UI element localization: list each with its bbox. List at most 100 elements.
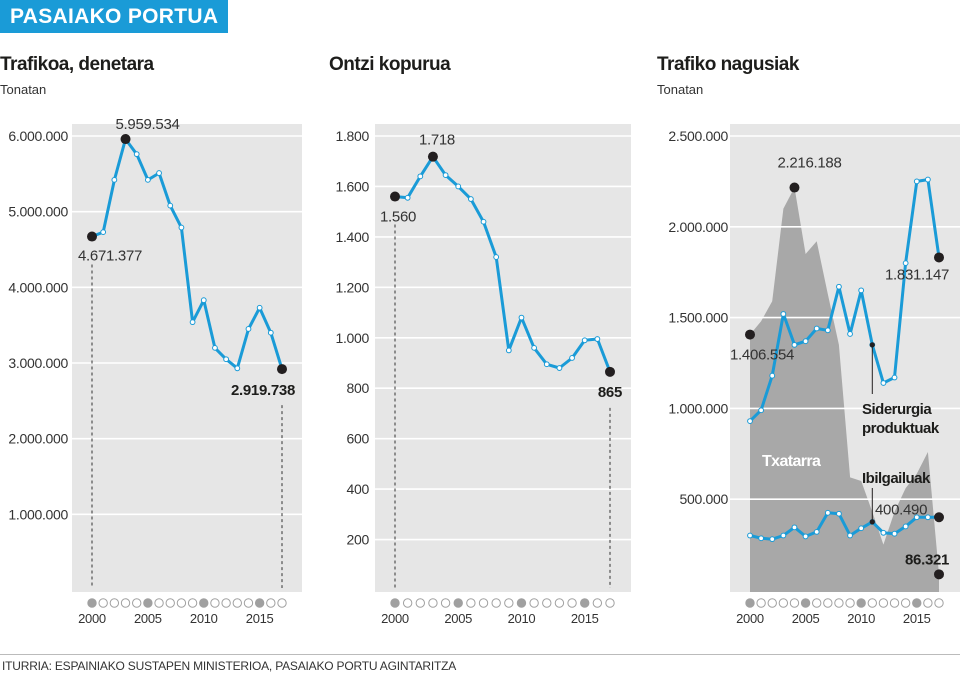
chart-3-year-dot — [767, 598, 777, 608]
chart-3-year-dot — [745, 598, 755, 608]
chart-1-data-label: 2.919.738 — [231, 382, 295, 399]
chart-1-year-dot — [243, 598, 254, 608]
chart-3-data-point — [780, 532, 787, 539]
chart-3-data-point — [913, 178, 920, 185]
chart-1-year-dot — [165, 598, 175, 608]
chart-1-year-dot — [109, 598, 120, 608]
chart-2-year-dot — [504, 598, 514, 608]
chart-2-title: Ontzi kopurua — [329, 54, 451, 75]
chart-2-data-point — [493, 254, 500, 260]
chart-1-ytick-label: 3.000.000 — [8, 355, 68, 371]
chart-2-year-dot — [542, 598, 552, 608]
chart-1-highlight-point — [120, 134, 131, 145]
chart-2-year-dot — [415, 598, 425, 608]
chart-3-xtick-label: 2010 — [847, 611, 875, 626]
chart-1-year-dot — [187, 598, 198, 608]
chart-1-data-point — [212, 344, 218, 351]
chart-1-data-point — [156, 170, 162, 176]
chart-3-series-line-1 — [748, 178, 941, 423]
chart-2-year-dot — [580, 598, 590, 608]
chart-1-data-point — [200, 297, 207, 304]
chart-2-ytick-label: 600 — [347, 431, 370, 447]
chart-2-xtick-label: 2015 — [571, 611, 599, 626]
chart-3-xtick-label: 2000 — [736, 611, 764, 626]
chart-1-data-label: 5.959.534 — [116, 116, 180, 133]
chart-1-year-dot — [154, 598, 164, 608]
source-note: ITURRIA: ESPAINIAKO SUSTAPEN MINISTERIOA… — [2, 659, 457, 673]
chart-2-data-point — [594, 336, 601, 342]
chart-2-year-dot — [466, 598, 476, 608]
chart-1-ytick-label: 1.000.000 — [8, 506, 68, 522]
chart-3-year-dot — [800, 598, 811, 608]
chart-2-year-dot — [440, 598, 451, 608]
chart-1-year-dot — [87, 598, 97, 608]
chart-2-data-label: 865 — [598, 384, 622, 401]
chart-3-xtick-label: 2015 — [903, 611, 931, 626]
chart-3-year-dot — [812, 598, 822, 608]
chart-3-label-ibilgailuak: Ibilgailuak — [862, 470, 931, 487]
chart-2-plot-area — [375, 124, 631, 592]
chart-2-year-dot — [453, 598, 463, 608]
chart-1-data-point — [189, 319, 196, 326]
chart-3-year-dot — [867, 598, 877, 608]
chart-2-ytick-label: 800 — [347, 380, 370, 396]
chart-3-data-point — [913, 514, 920, 521]
chart-3-subtitle: Tonatan — [657, 82, 704, 97]
chart-3-data-point — [780, 311, 787, 317]
chart-2-ytick-label: 1.600 — [335, 178, 369, 194]
chart-3-year-dot — [900, 598, 911, 608]
chart-3-label-siderurgia-2: produktuak — [862, 420, 940, 437]
chart-3-data-point — [836, 510, 842, 517]
chart-3-data-point — [858, 287, 865, 294]
chart-3-data-point — [902, 260, 909, 267]
chart-1-highlight-point — [277, 364, 287, 375]
header-banner: PASAIAKO PORTUA — [0, 0, 229, 33]
chart-1-highlight-point — [87, 231, 97, 242]
chart-3-highlight-point — [745, 329, 755, 340]
chart-1-ytick-label: 2.000.000 — [8, 431, 68, 447]
chart-3-data-point — [902, 523, 909, 530]
chart-1-year-dot — [199, 598, 209, 608]
chart-1-year-dot — [266, 598, 276, 608]
chart-3-data-point — [891, 530, 898, 537]
chart-3-year-dot — [789, 598, 800, 608]
chart-3-year-dot — [845, 598, 855, 608]
chart-2-data-label: 1.718 — [419, 132, 455, 149]
chart-1-title: Trafikoa, denetara — [0, 54, 154, 75]
chart-2-xtick-label: 2010 — [508, 611, 536, 626]
chart-2-data-label: 1.560 — [380, 209, 416, 226]
chart-3-year-dot — [923, 598, 933, 608]
chart-2-data-point — [518, 314, 525, 321]
chart-1-data-point — [267, 329, 274, 336]
chart-1-data-point — [245, 326, 252, 332]
chart-3-year-dot — [878, 598, 889, 608]
chart-3-data-point — [880, 529, 887, 536]
chart-3-data-label: 400.490 — [875, 501, 927, 518]
chart-2-year-dot — [478, 598, 489, 608]
chart-3-highlight-point — [789, 182, 800, 193]
chart-2-xtick-label: 2000 — [381, 611, 409, 626]
chart-3-data-label: 2.216.188 — [777, 155, 841, 172]
chart-2-data-point — [467, 196, 474, 202]
chart-3-data-point — [824, 327, 831, 334]
chart-3-data-point — [758, 535, 765, 542]
chart-1-data-point — [256, 304, 263, 311]
chart-1-year-dot — [120, 598, 131, 608]
chart-3-year-dot — [934, 598, 944, 608]
chart-2-ytick-label: 1.200 — [335, 279, 369, 295]
chart-2-year-dot — [567, 598, 577, 608]
chart-1-ytick-label: 4.000.000 — [8, 279, 68, 295]
chart-1-xtick-label: 2015 — [246, 611, 274, 626]
chart-3-data-point — [769, 372, 776, 379]
chart-3-highlight-point — [934, 252, 944, 263]
chart-2-data-point — [442, 172, 449, 178]
chart-3-year-dot — [823, 598, 833, 608]
chart-3-data-point — [802, 338, 809, 345]
chart-1-year-dot — [277, 598, 287, 608]
chart-1-year-dot — [254, 598, 265, 608]
chart-2-year-dot — [402, 598, 413, 608]
chart-2-year-dot — [428, 598, 438, 608]
chart-3-data-point — [791, 341, 798, 348]
chart-3-data-point — [891, 374, 898, 381]
